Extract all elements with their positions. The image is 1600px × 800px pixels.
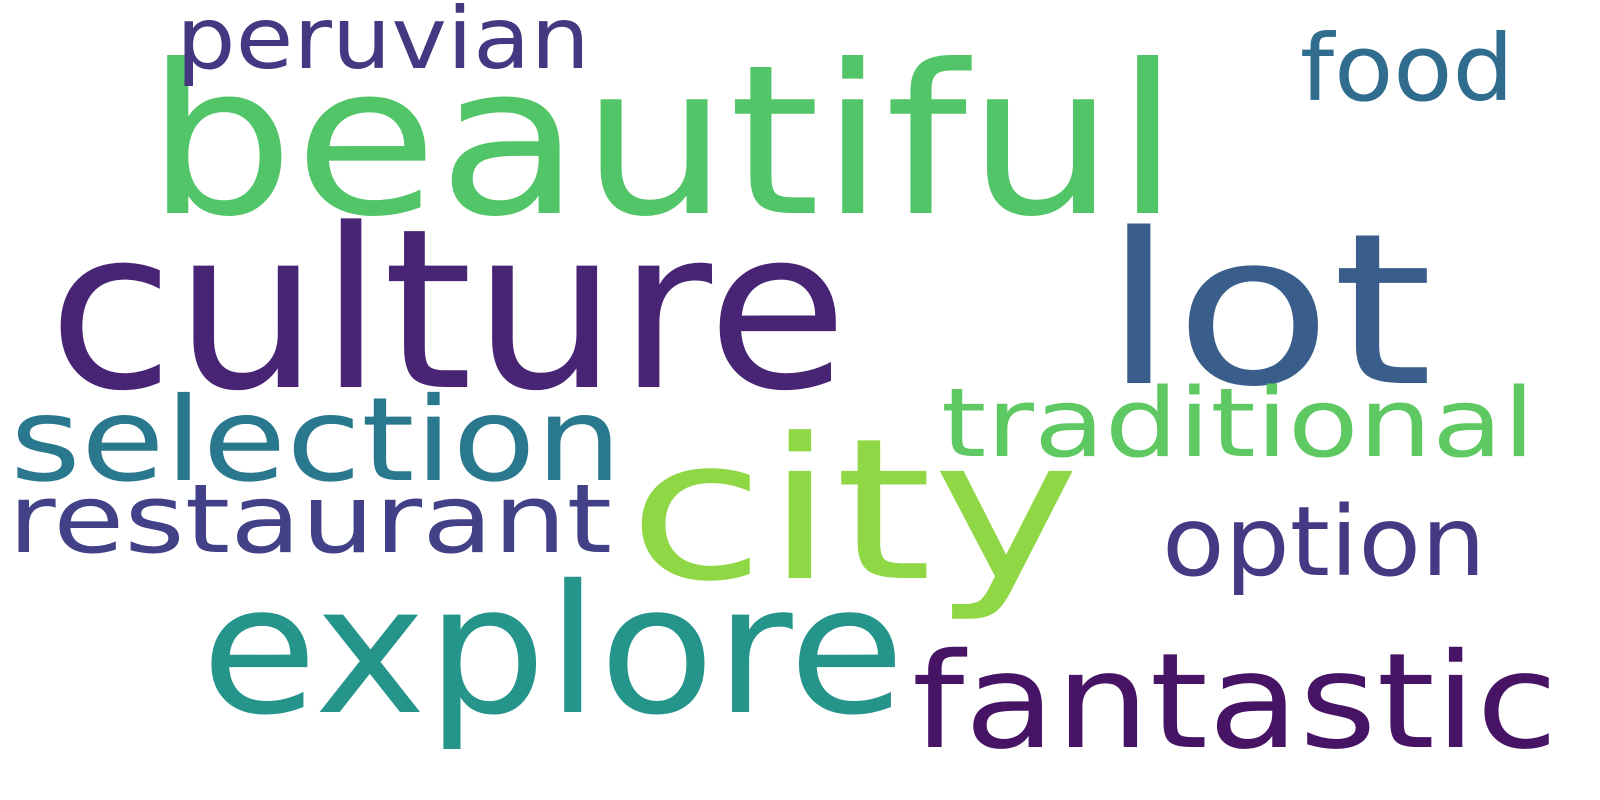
word-selection: selection (10, 373, 622, 508)
word-peruvian: peruvian (176, 0, 590, 89)
word-restaurant: restaurant (8, 465, 612, 575)
word-traditional: traditional (941, 369, 1535, 479)
word-beautiful: beautiful (146, 21, 1180, 263)
word-food: food (1300, 15, 1514, 122)
word-option: option (1162, 486, 1486, 598)
word-explore: explore (201, 547, 905, 754)
word-culture: culture (48, 182, 848, 440)
word-city: city (628, 397, 1080, 625)
word-fantastic: fantastic (912, 625, 1558, 779)
word-lot: lot (1103, 188, 1433, 433)
